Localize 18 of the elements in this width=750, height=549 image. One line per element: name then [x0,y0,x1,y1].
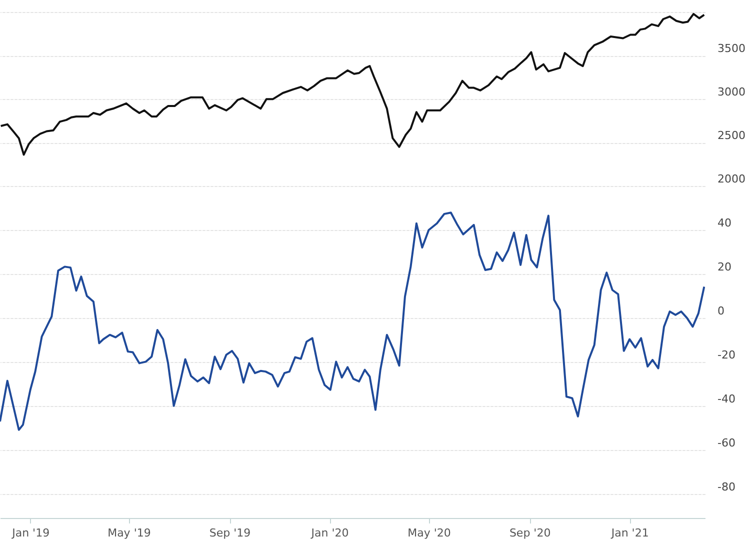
x-tick-label: Jan '20 [310,526,349,540]
x-tick-label: May '19 [108,526,151,540]
y-tick-label: -80 [718,480,736,494]
y-tick-label: 2000 [718,172,746,186]
x-tick-label: Jan '19 [11,526,50,540]
x-tick-label: Jan '21 [610,526,649,540]
y-tick-label: -60 [718,436,736,450]
x-tick-label: Sep '20 [509,526,551,540]
y-tick-label: 40 [718,216,732,230]
y-tick-label: 20 [718,260,732,274]
x-tick-label: Sep '19 [209,526,251,540]
x-tick-label: May '20 [408,526,451,540]
y-tick-label: 3000 [718,86,746,99]
y-tick-label: -40 [718,392,736,406]
y-tick-label: -20 [718,348,736,362]
y-tick-label: 3500 [718,42,746,56]
y-tick-label: 0 [718,304,724,318]
y-tick-label: 2500 [718,129,746,142]
